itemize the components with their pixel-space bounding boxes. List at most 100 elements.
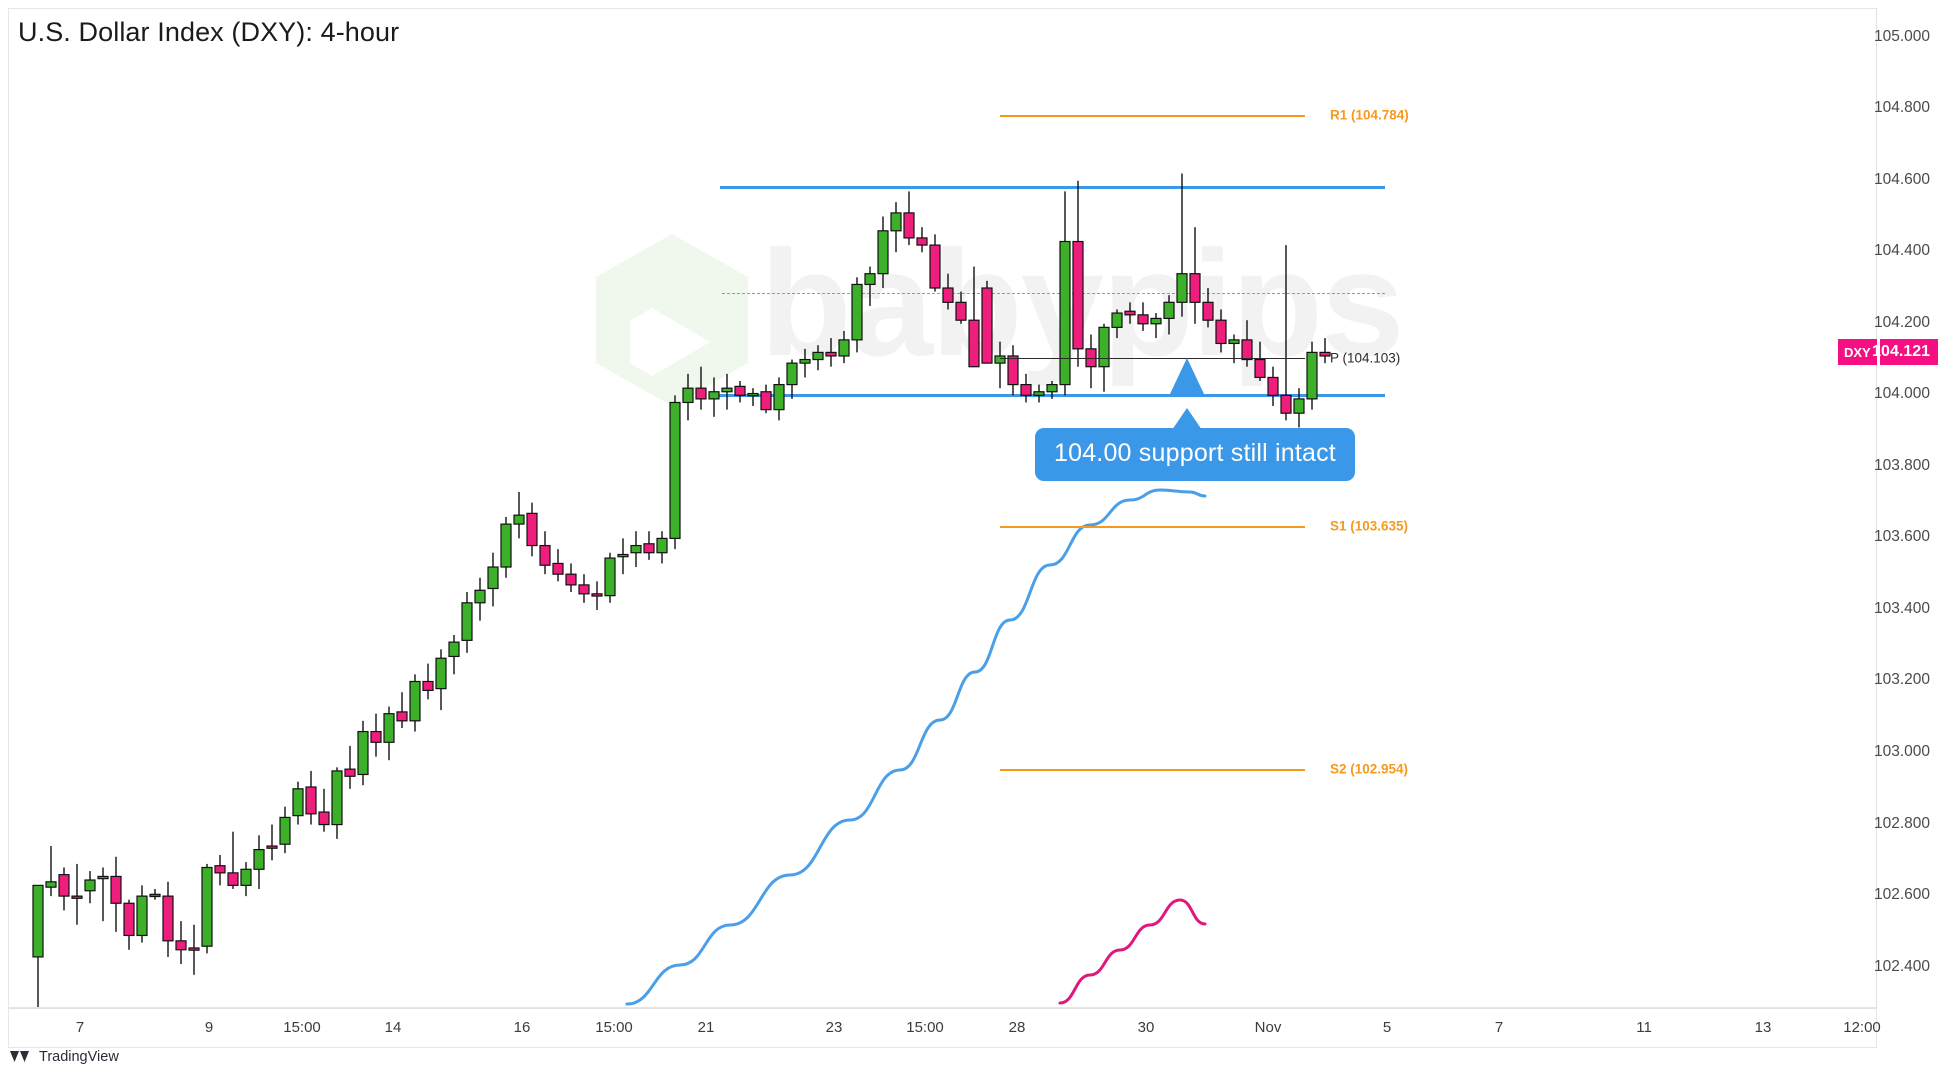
candlestick[interactable] — [1280, 245, 1292, 421]
candlestick[interactable] — [487, 552, 499, 607]
price-axis[interactable]: 105.000 104.800 104.600 104.400 104.200 104.0… — [1874, 8, 1938, 1008]
candlestick[interactable] — [526, 502, 538, 557]
candlestick[interactable] — [136, 885, 148, 943]
candlestick[interactable] — [851, 277, 863, 353]
candlestick[interactable] — [903, 191, 915, 246]
candlestick[interactable] — [552, 549, 564, 582]
candlestick[interactable] — [253, 835, 265, 889]
time-axis[interactable] — [8, 1008, 1877, 1048]
candlestick[interactable] — [760, 384, 772, 414]
candlestick[interactable] — [1267, 366, 1279, 407]
pivot-line-r1[interactable] — [1000, 114, 1305, 117]
candlestick[interactable] — [305, 770, 317, 825]
midline-dashed[interactable] — [722, 293, 1385, 295]
candlestick[interactable] — [1189, 227, 1201, 324]
candlestick[interactable] — [162, 881, 174, 957]
candlestick[interactable] — [1085, 334, 1097, 389]
candlestick[interactable] — [331, 767, 343, 839]
candlestick[interactable] — [630, 531, 642, 568]
candlestick[interactable] — [357, 720, 369, 786]
candlestick[interactable] — [1176, 173, 1188, 317]
candlestick[interactable] — [877, 216, 889, 289]
candlestick[interactable] — [370, 713, 382, 757]
candlestick[interactable] — [747, 388, 759, 407]
candlestick[interactable] — [734, 381, 746, 403]
candlestick[interactable] — [396, 692, 408, 728]
candlestick[interactable] — [539, 531, 551, 575]
candlestick[interactable] — [97, 867, 109, 922]
candlestick[interactable] — [201, 863, 213, 954]
candlestick[interactable] — [786, 359, 798, 399]
candlestick[interactable] — [240, 862, 252, 897]
candlestick[interactable] — [513, 491, 525, 539]
candlestick[interactable] — [1293, 388, 1305, 428]
candlestick[interactable] — [1241, 320, 1253, 367]
candlestick[interactable] — [864, 266, 876, 306]
candlestick[interactable] — [422, 663, 434, 700]
candlestick[interactable] — [643, 531, 655, 560]
candlestick[interactable] — [175, 921, 187, 965]
candlestick[interactable] — [1072, 180, 1084, 367]
candlestick[interactable] — [318, 788, 330, 832]
candlestick[interactable] — [721, 373, 733, 410]
candlestick[interactable] — [1124, 302, 1136, 324]
candlestick[interactable] — [890, 202, 902, 253]
candlestick[interactable] — [383, 706, 395, 761]
candlestick[interactable] — [591, 581, 603, 610]
candlestick[interactable] — [812, 345, 824, 371]
candlestick[interactable] — [214, 854, 226, 886]
candlestick[interactable] — [708, 377, 720, 417]
candlestick[interactable] — [981, 280, 993, 364]
candlestick[interactable] — [968, 266, 980, 368]
candlestick[interactable] — [565, 563, 577, 593]
candlestick[interactable] — [656, 531, 668, 564]
candlestick[interactable] — [1137, 302, 1149, 331]
candlestick[interactable] — [578, 574, 590, 603]
candlestick[interactable] — [58, 867, 70, 911]
candlestick[interactable] — [71, 863, 83, 925]
tradingview-attribution[interactable]: TradingView — [10, 1049, 119, 1065]
candlestick[interactable] — [448, 634, 460, 675]
candlestick[interactable] — [916, 227, 928, 253]
candlestick[interactable] — [1202, 288, 1214, 328]
candlestick[interactable] — [1111, 309, 1123, 339]
candlestick[interactable] — [45, 846, 57, 897]
candlestick[interactable] — [149, 888, 161, 900]
candlestick[interactable] — [461, 592, 473, 653]
pivot-line-p[interactable] — [1000, 358, 1305, 360]
candlestick[interactable] — [942, 273, 954, 310]
candlestick[interactable] — [1150, 313, 1162, 339]
candlestick[interactable] — [409, 674, 421, 732]
candlestick[interactable] — [955, 291, 967, 324]
pivot-line-s2[interactable] — [1000, 769, 1305, 772]
candlestick[interactable] — [84, 871, 96, 904]
candlestick[interactable] — [500, 516, 512, 578]
candlestick[interactable] — [1215, 309, 1227, 353]
candlestick[interactable] — [1228, 334, 1240, 364]
candlestick[interactable] — [617, 538, 629, 575]
candlestick[interactable] — [682, 373, 694, 421]
candlestick[interactable] — [227, 831, 239, 889]
candlestick[interactable] — [773, 377, 785, 421]
candlestick[interactable] — [695, 366, 707, 410]
candlestick[interactable] — [435, 649, 447, 711]
candlestick[interactable] — [1254, 341, 1266, 382]
candlestick[interactable] — [32, 884, 44, 1007]
candlestick[interactable] — [799, 348, 811, 378]
candlestick[interactable] — [292, 781, 304, 825]
candlestick[interactable] — [1163, 295, 1175, 335]
candlestick[interactable] — [279, 806, 291, 854]
candlestick[interactable] — [1059, 191, 1071, 396]
candlestick[interactable] — [1046, 381, 1058, 399]
annotation-callout[interactable]: 104.00 support still intact — [1035, 428, 1355, 481]
candlestick[interactable] — [1306, 341, 1318, 410]
resistance-line[interactable] — [720, 186, 1385, 190]
candlestick[interactable] — [344, 745, 356, 789]
candlestick[interactable] — [474, 577, 486, 621]
candlestick[interactable] — [1319, 338, 1331, 364]
candlestick[interactable] — [1098, 323, 1110, 392]
candlestick[interactable] — [604, 552, 616, 603]
candlestick[interactable] — [929, 234, 941, 292]
candlestick[interactable] — [838, 330, 850, 364]
